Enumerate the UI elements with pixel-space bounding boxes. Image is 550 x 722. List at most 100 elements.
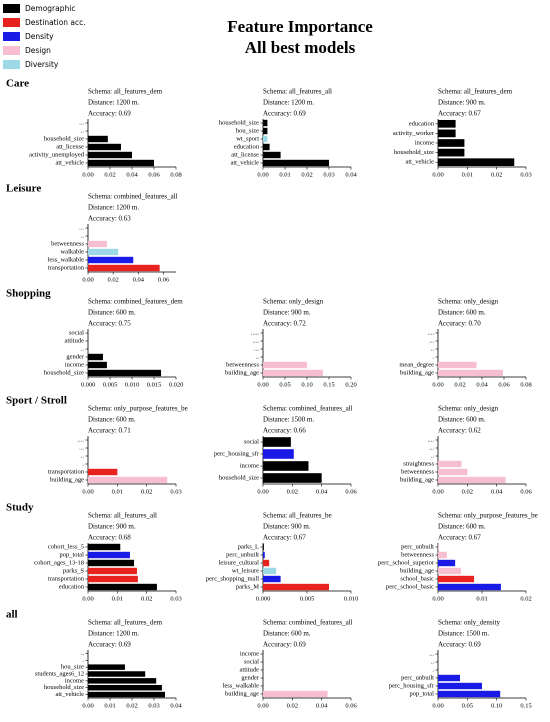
y-tick-label: perc_unbuilt [401, 543, 434, 550]
subtitle: Distance: 900 m. [438, 99, 486, 107]
bar [263, 551, 265, 559]
subtitle: Distance: 600 m. [88, 309, 136, 317]
row-label: Study [6, 502, 34, 514]
x-tick-label: 0.04 [476, 381, 488, 388]
y-tick-label: household_size [219, 474, 259, 481]
y-tick-label: perc_school_superior [378, 559, 435, 566]
bar [263, 559, 270, 567]
bar [438, 559, 456, 567]
y-tick-label: parks_M [236, 583, 259, 590]
subtitle: Schema: combined_features_all [88, 193, 178, 201]
subtitle: Distance: 600 m. [438, 309, 486, 317]
y-tick-label: building_age [400, 369, 434, 376]
x-tick-label: 0.00 [82, 171, 93, 178]
x-tick-label: 0.010 [125, 381, 140, 388]
y-tick-label: leisure_cultural [219, 559, 260, 566]
bar [263, 575, 281, 583]
bar [438, 369, 503, 377]
bar [88, 684, 162, 691]
x-tick-label: 0.04 [133, 276, 145, 283]
x-tick-label: 0.01 [462, 171, 473, 178]
x-tick-label: 0.00 [432, 488, 443, 495]
bar [263, 437, 291, 447]
x-tick-label: 0.04 [316, 488, 328, 495]
bar [438, 129, 456, 138]
x-tick-label: 0.02 [491, 171, 502, 178]
y-tick-label: .... [428, 329, 435, 336]
x-tick-label: 0.00 [432, 702, 443, 709]
subtitle: Distance: 900 m. [263, 523, 311, 531]
subtitle: Schema: all_features_be [263, 512, 332, 520]
y-tick-label: betweenness [401, 468, 434, 475]
x-tick-label: 0.00 [82, 488, 93, 495]
subtitle: Schema: combined_features_all [263, 619, 353, 627]
x-tick-label: 0.00 [257, 381, 268, 388]
bar [88, 468, 118, 476]
y-tick-label: household_size [44, 369, 84, 376]
x-tick-label: 0.00 [432, 171, 443, 178]
x-tick-label: 0.08 [520, 381, 531, 388]
y-tick-label: ... [79, 444, 84, 451]
x-tick-label: 0.04 [170, 702, 182, 709]
y-tick-label: ... [79, 224, 84, 231]
x-tick-label: 0.01 [112, 488, 123, 495]
bar [88, 664, 125, 670]
subtitle: Schema: only_density [438, 619, 501, 627]
y-tick-label: .... [78, 436, 85, 443]
y-tick-label: education [234, 143, 260, 150]
subtitle: Schema: only_purpose_features_be [438, 512, 538, 520]
bar [88, 248, 119, 256]
x-tick-label: 0.020 [169, 381, 184, 388]
x-tick-label: 0.02 [287, 488, 298, 495]
subtitle: Schema: combined_features_all [263, 405, 353, 413]
bar [88, 583, 157, 591]
bar [88, 151, 132, 159]
x-tick-label: 0.00 [257, 488, 268, 495]
bar [438, 575, 475, 583]
subtitle: Accuracy: 0.66 [263, 427, 306, 435]
subtitle: Accuracy: 0.67 [263, 534, 306, 542]
subtitle: Schema: only_design [438, 298, 499, 306]
y-tick-label: gender [66, 353, 85, 360]
row-label: Care [6, 78, 29, 90]
bar [438, 460, 462, 468]
y-tick-label: ... [79, 119, 84, 126]
y-tick-label: parks_S [63, 567, 84, 574]
bar [88, 559, 135, 567]
bar [438, 583, 501, 591]
y-tick-label: pop_total [59, 551, 84, 558]
x-tick-label: 0.06 [345, 702, 357, 709]
y-tick-label: pop_total [409, 690, 434, 697]
y-tick-label: household_size [219, 119, 259, 126]
y-tick-label: building_age [400, 476, 434, 483]
bar [263, 135, 268, 143]
subtitle: Distance: 1500 m. [263, 416, 314, 424]
y-tick-label: betweenness [51, 240, 84, 247]
x-tick-label: 0.10 [301, 381, 312, 388]
x-tick-label: 0.00 [257, 702, 268, 709]
bar [88, 551, 130, 559]
x-tick-label: 0.08 [170, 171, 181, 178]
y-tick-label: hou_size [61, 664, 84, 671]
y-tick-label: .. [81, 232, 85, 239]
x-tick-label: 0.015 [147, 381, 162, 388]
bar [438, 543, 439, 551]
y-tick-label: betweenness [226, 361, 259, 368]
bar [263, 127, 268, 135]
subtitle: Distance: 1500 m. [438, 630, 489, 638]
y-tick-label: building_age [50, 476, 84, 483]
y-tick-label: wt_leisure [232, 567, 259, 574]
bar [88, 353, 103, 361]
x-tick-label: 0.15 [520, 702, 531, 709]
subtitle: Accuracy: 0.67 [438, 534, 481, 542]
y-tick-label: att_vehicle [55, 159, 84, 166]
y-tick-label: household_size [44, 135, 84, 142]
subtitle: Accuracy: 0.68 [88, 534, 131, 542]
y-tick-label: cohort_ages_13-18 [34, 559, 84, 566]
legend-label: Diversity [25, 60, 59, 69]
y-tick-label: ..... [251, 329, 260, 336]
bar [263, 449, 294, 459]
bar [263, 583, 329, 591]
legend-swatch [3, 60, 20, 69]
